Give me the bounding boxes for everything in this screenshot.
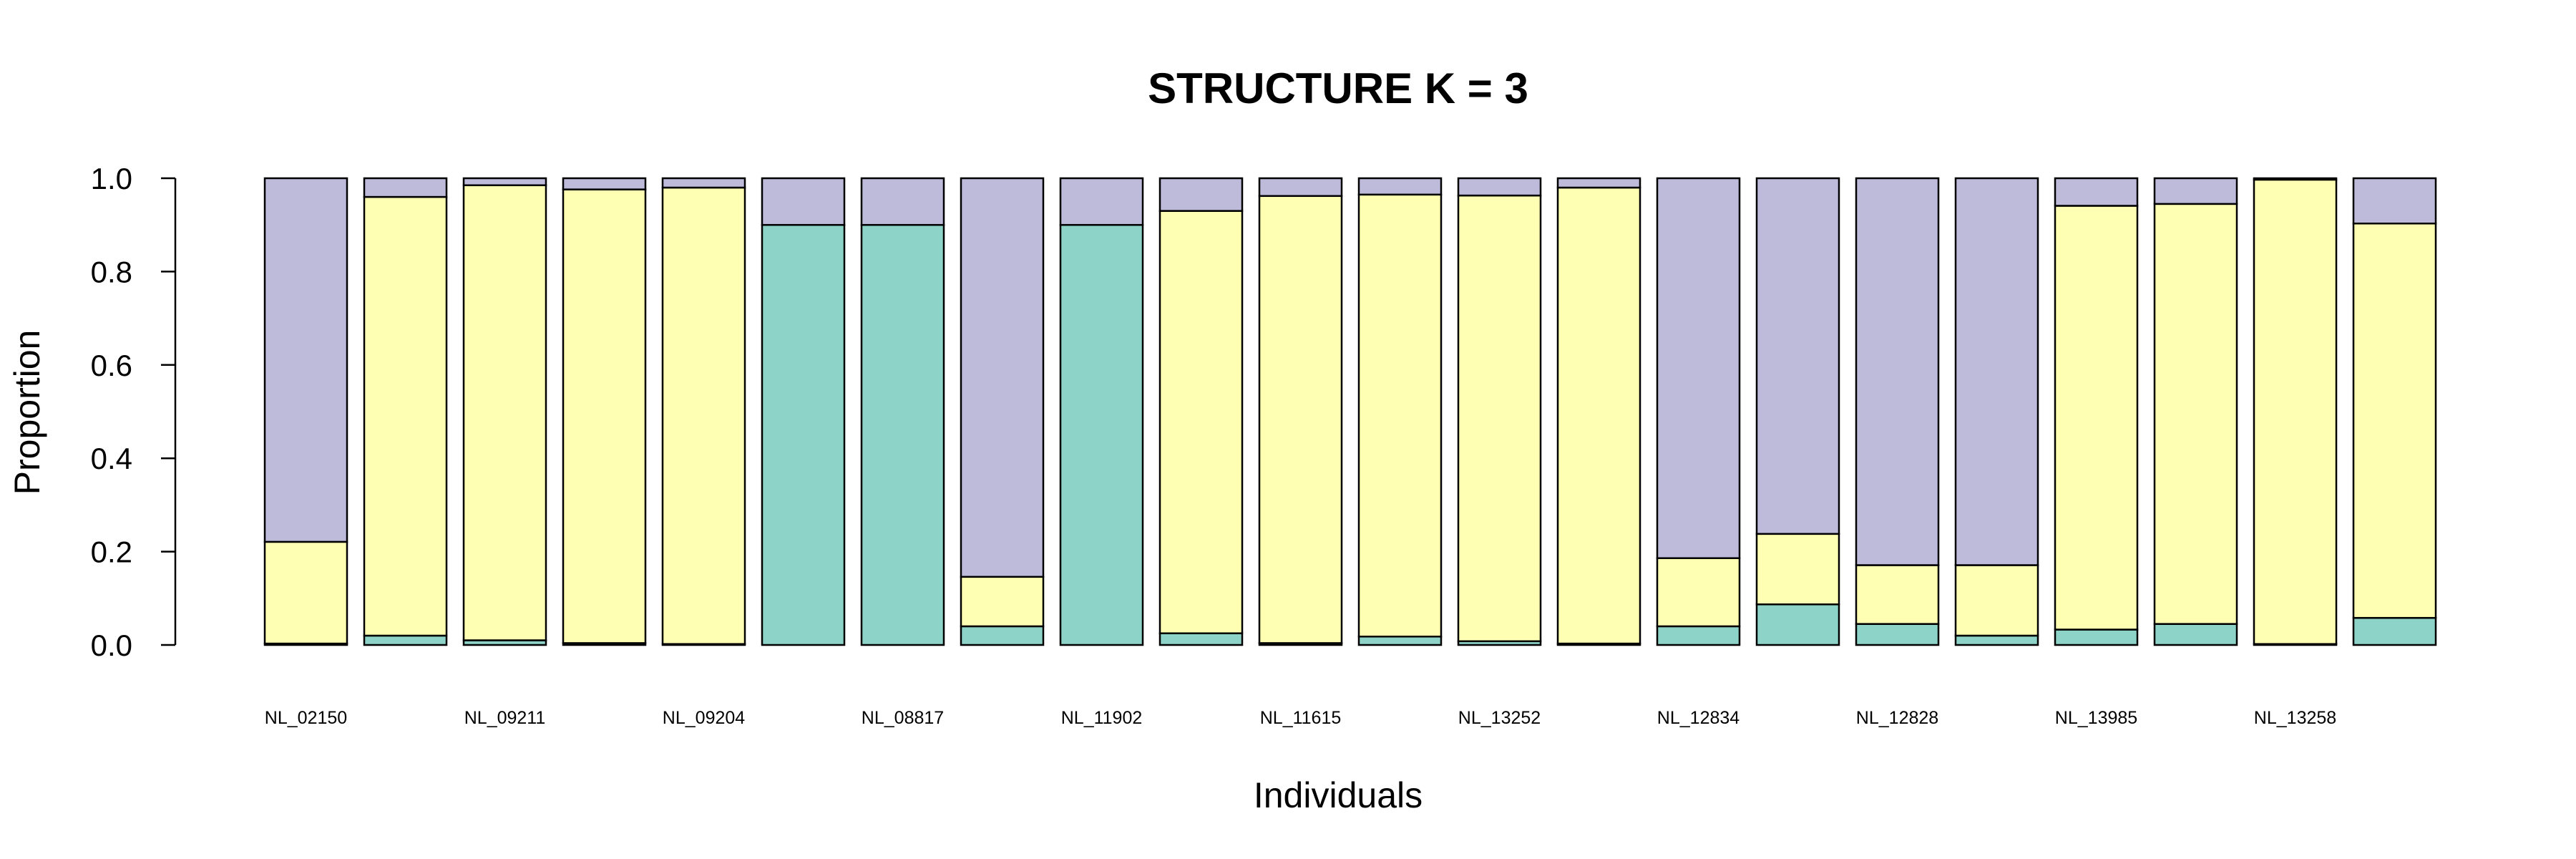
y-axis-title: Proportion [7,330,47,495]
x-tick-label: NL_13252 [1458,708,1541,728]
bars-group [263,177,2437,646]
bar-18-cluster-2 [1954,564,2039,637]
y-tick-label: 0.4 [91,442,132,475]
bar-2-cluster-2 [363,195,448,637]
bar-20-cluster-3 [2153,177,2238,205]
bar-15-cluster-1 [1656,625,1741,646]
bar-1-cluster-3 [263,177,348,543]
bar-18-cluster-1 [1954,634,2039,646]
bar-3-cluster-3 [462,177,547,187]
bar-16-cluster-3 [1755,177,1840,535]
bar-13-cluster-2 [1457,194,1542,643]
bar-16-cluster-2 [1755,533,1840,606]
bar-8-cluster-3 [960,177,1045,578]
bar-10-cluster-2 [1158,210,1244,634]
bar-10-cluster-3 [1158,177,1244,212]
bar-15-cluster-2 [1656,557,1741,628]
bar-8-cluster-1 [960,625,1045,646]
bar-5-cluster-3 [661,177,746,189]
bar-8-cluster-2 [960,576,1045,628]
y-tick-label: 0.8 [91,255,132,288]
bar-19-cluster-3 [2054,177,2139,207]
x-tick-label: NL_12834 [1657,708,1740,728]
bar-19-cluster-1 [2054,629,2139,646]
bar-2-cluster-3 [363,177,448,198]
bar-12-cluster-2 [1357,193,1443,638]
bar-4-cluster-2 [562,188,647,644]
bar-16-cluster-1 [1755,603,1840,646]
bar-22-cluster-2 [2352,222,2437,619]
x-tick-label: NL_11615 [1260,708,1342,728]
x-axis-title: Individuals [1254,775,1423,815]
bar-4-cluster-3 [562,177,647,190]
x-tick-label: NL_12828 [1856,708,1938,728]
bar-20-cluster-1 [2153,623,2238,646]
bar-2-cluster-1 [363,634,448,646]
y-tick-label: 1.0 [91,162,132,195]
bar-21-cluster-3 [2253,177,2338,181]
bar-17-cluster-1 [1855,623,1940,646]
x-tick-label: NL_09204 [663,708,745,728]
bar-22-cluster-3 [2352,177,2437,225]
bar-9-cluster-1 [1059,223,1144,646]
y-axis: 0.0 0.2 0.4 0.6 0.8 1.0 [91,162,177,662]
bar-6-cluster-3 [761,177,846,226]
bar-18-cluster-3 [1954,177,2039,566]
bar-17-cluster-2 [1855,564,1940,625]
bar-11-cluster-2 [1258,195,1343,644]
y-tick-label: 0.0 [91,629,132,662]
bar-12-cluster-3 [1357,177,1443,196]
bar-3-cluster-2 [462,184,547,641]
bar-6-cluster-1 [761,223,846,646]
y-tick-label: 0.2 [91,535,132,569]
y-tick-label: 0.6 [91,349,132,382]
x-tick-labels: NL_02150 NL_09211 NL_09204 NL_08817 NL_11902… [265,708,2336,728]
bar-12-cluster-1 [1357,636,1443,646]
x-tick-label: NL_08817 [862,708,944,728]
x-tick-label: NL_02150 [265,708,347,728]
chart-title: STRUCTURE K = 3 [1148,64,1528,112]
x-tick-label: NL_13258 [2254,708,2336,728]
bar-1-cluster-2 [263,540,348,645]
bar-9-cluster-3 [1059,177,1144,226]
bar-14-cluster-3 [1556,177,1641,189]
bar-19-cluster-2 [2054,205,2139,631]
bar-10-cluster-1 [1158,632,1244,646]
bar-5-cluster-2 [661,186,746,645]
x-tick-label: NL_13985 [2055,708,2137,728]
bar-14-cluster-2 [1556,186,1641,645]
bar-15-cluster-3 [1656,177,1741,559]
bar-17-cluster-3 [1855,177,1940,566]
bar-22-cluster-1 [2352,616,2437,646]
bar-7-cluster-3 [860,177,945,226]
x-tick-label: NL_11902 [1061,708,1143,728]
bar-7-cluster-1 [860,223,945,646]
bar-21-cluster-2 [2253,178,2338,645]
bar-20-cluster-2 [2153,203,2238,625]
bar-13-cluster-3 [1457,177,1542,197]
bar-11-cluster-3 [1258,177,1343,198]
x-tick-label: NL_09211 [464,708,546,728]
